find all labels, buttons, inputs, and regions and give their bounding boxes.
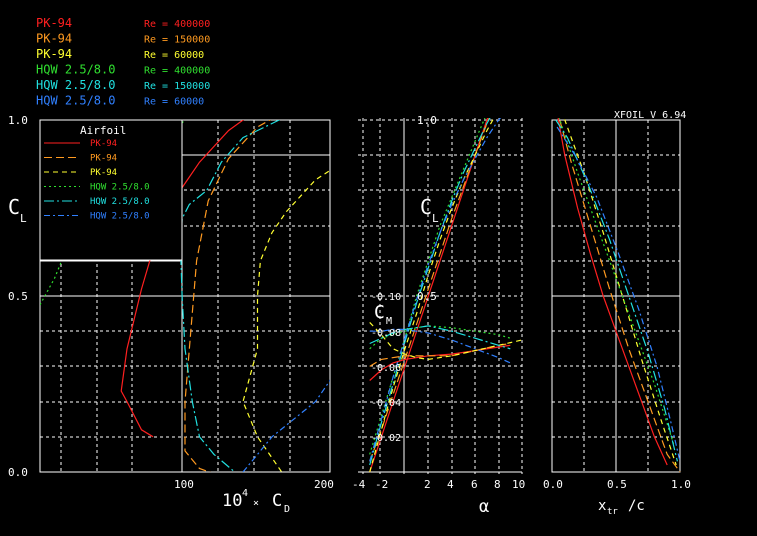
transition-panel: 0.0 0.5 1.0 x tr /c [543, 118, 691, 517]
top-legend-airfoil-4: HQW 2.5/8.0 [36, 78, 115, 92]
xtr-axis-label: x [598, 498, 606, 514]
xtr-tick-1: 1.0 [671, 478, 691, 491]
transition-series-3 [558, 118, 675, 444]
drag-polar-series [40, 120, 330, 472]
moment-series-2 [369, 321, 523, 361]
xtr-axis-label-suffix: /c [628, 498, 645, 514]
lift-curve-series-1 [369, 118, 490, 462]
top-legend-airfoil-3: HQW 2.5/8.0 [36, 63, 115, 77]
cd-tick-200: 200 [314, 478, 334, 491]
box-legend-title: Airfoil [80, 124, 126, 137]
transition-grid [552, 120, 680, 472]
alpha-tick-10: 10 [512, 478, 525, 491]
cm-tick-010: -0.10 [371, 292, 401, 303]
cd-axis-label-sub: D [284, 504, 290, 515]
xtr-axis-label-sub: tr [607, 507, 618, 517]
alpha-tick-m4: -4 [352, 478, 366, 491]
top-legend-re-0: Re = 400000 [144, 19, 210, 30]
cl-mid-axis-label: C [420, 195, 432, 219]
cd-tick-100: 100 [174, 478, 194, 491]
lift-moment-panel: 1.0 0.5 C L -0.10 -0.08 -0.06 -0.04 -0.0… [352, 114, 525, 517]
cd-axis-label-exp: 4 [242, 488, 248, 499]
alpha-tick-6: 6 [471, 478, 478, 491]
drag-polar-grid [40, 120, 330, 472]
transition-series-0 [557, 118, 668, 466]
lift-curve-series-2 [369, 118, 495, 473]
transition-series-5 [556, 126, 681, 462]
xtr-tick-05: 0.5 [607, 478, 627, 491]
cl-axis-label: C [8, 195, 20, 219]
top-legend-re-2: Re = 60000 [144, 50, 204, 61]
top-legend-airfoil-0: PK-94 [36, 16, 72, 30]
box-legend-label-2: PK-94 [90, 168, 117, 178]
box-legend-label-5: HQW 2.5/8.0 [90, 212, 150, 222]
lift-moment-grid [358, 118, 523, 474]
xtr-tick-0: 0.0 [543, 478, 563, 491]
cm-tick-002: -0.02 [371, 433, 401, 444]
cm-axis-label-sub: M [386, 316, 392, 327]
cl-mid-tick-1: 1.0 [417, 114, 437, 127]
box-legend-label-4: HQW 2.5/8.0 [90, 197, 150, 207]
lift-moment-series [369, 118, 523, 473]
top-legend-re-1: Re = 150000 [144, 35, 210, 46]
drag-polar-series-5 [242, 379, 330, 472]
box-legend-label-1: PK-94 [90, 154, 117, 164]
version-label: XFOIL V 6.94 [614, 110, 686, 121]
moment-series-4 [369, 325, 511, 350]
drag-polar-series-4 [180, 120, 281, 472]
box-legend-label-0: PK-94 [90, 139, 117, 149]
cl-mid-tick-05: 0.5 [417, 290, 437, 303]
top-legend-airfoil-1: PK-94 [36, 32, 72, 46]
cd-axis-label-var: C [272, 491, 282, 511]
alpha-tick-4: 4 [447, 478, 454, 491]
cm-axis-label: C [374, 302, 385, 323]
cl-tick-0: 0.0 [8, 466, 28, 479]
box-legend: Airfoil PK-94 PK-94 PK-94 HQW 2.5/8.0 HQW 2.… [39, 119, 183, 261]
lift-curve-series-0 [369, 118, 489, 473]
alpha-tick-8: 8 [494, 478, 501, 491]
top-legend: PK-94 Re = 400000 PK-94 Re = 150000 PK-94 Re … [36, 16, 210, 108]
cl-mid-axis-label-sub: L [432, 212, 439, 225]
cl-tick-05: 0.5 [8, 290, 28, 303]
drag-polar-panel: Airfoil PK-94 PK-94 PK-94 HQW 2.5/8.0 HQW 2.… [8, 114, 334, 515]
moment-series-5 [369, 328, 511, 364]
drag-polar-series-1 [184, 120, 272, 472]
moment-series-1 [369, 342, 511, 367]
top-legend-airfoil-2: PK-94 [36, 47, 72, 61]
moment-series-3 [369, 325, 511, 350]
transition-series [555, 118, 681, 473]
top-legend-re-5: Re = 60000 [144, 97, 204, 108]
cm-tick-008: -0.08 [371, 328, 401, 339]
cm-tick-006: -0.06 [371, 363, 401, 374]
box-legend-label-3: HQW 2.5/8.0 [90, 183, 150, 193]
cl-tick-1: 1.0 [8, 114, 28, 127]
top-legend-re-3: Re = 400000 [144, 66, 210, 77]
alpha-tick-m2: -2 [375, 478, 388, 491]
drag-polar-frame [39, 119, 331, 473]
lift-curve-series-5 [369, 118, 502, 462]
cd-axis-label-times: × [253, 498, 259, 509]
cl-axis-label-sub: L [20, 212, 27, 225]
cd-axis-label-prefix: 10 [222, 491, 242, 511]
alpha-axis-label: α [479, 497, 489, 517]
alpha-tick-2: 2 [424, 478, 431, 491]
transition-series-1 [558, 118, 681, 473]
transition-frame [551, 119, 681, 473]
top-legend-re-4: Re = 150000 [144, 81, 210, 92]
cm-tick-004: -0.04 [371, 398, 401, 409]
top-legend-airfoil-5: HQW 2.5/8.0 [36, 94, 115, 108]
transition-series-2 [563, 118, 677, 466]
